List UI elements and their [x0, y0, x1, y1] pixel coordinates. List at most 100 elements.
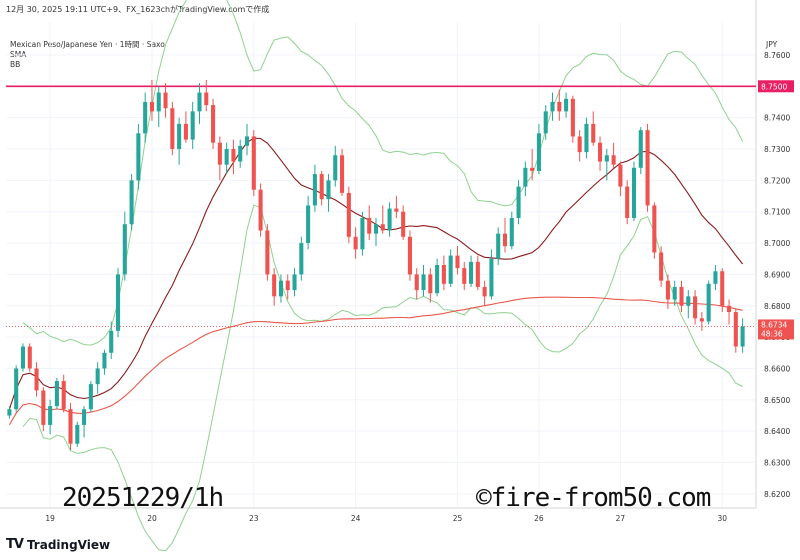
- candle-body: [604, 155, 609, 162]
- candle-body: [652, 205, 657, 253]
- candle-body: [285, 280, 290, 291]
- bb-lower-band: [22, 204, 743, 552]
- x-tick-label: 26: [534, 514, 544, 523]
- x-tick-label: 24: [351, 514, 361, 523]
- y-tick-label: 8.7100: [764, 208, 790, 217]
- candle-body: [591, 123, 596, 143]
- candle-body: [54, 381, 59, 407]
- candle-body: [136, 133, 141, 181]
- candle-body: [27, 346, 32, 369]
- candle-body: [109, 330, 114, 353]
- candle-body: [380, 224, 385, 231]
- tradingview-logo[interactable]: TV TradingView: [6, 537, 110, 552]
- candle-body: [353, 236, 358, 250]
- x-tick-label: 27: [616, 514, 626, 523]
- y-tick-label: 8.6800: [764, 302, 790, 311]
- candle-body: [475, 261, 480, 287]
- candle-body: [720, 271, 725, 306]
- candle-body: [441, 265, 446, 284]
- candle-body: [143, 101, 148, 134]
- x-tick-label: 25: [453, 514, 463, 523]
- candle-body: [543, 111, 548, 134]
- candle-body: [163, 92, 168, 109]
- candle-body: [502, 233, 508, 247]
- candle-body: [699, 318, 704, 322]
- candle-body: [530, 167, 535, 171]
- candle-body: [217, 142, 222, 165]
- candle-body: [557, 101, 562, 112]
- candle-body: [68, 409, 73, 444]
- y-tick-label: 8.6500: [764, 396, 790, 405]
- candle-body: [686, 296, 691, 306]
- candle-body: [251, 136, 256, 190]
- candle-body: [75, 424, 80, 444]
- candle-body: [238, 145, 243, 162]
- candle-body: [638, 130, 643, 168]
- candle-body: [14, 368, 19, 410]
- candle-body: [102, 352, 107, 369]
- candle-body: [584, 123, 589, 153]
- candle-body: [129, 180, 134, 225]
- candle-body: [401, 211, 406, 237]
- candle-body: [496, 233, 501, 259]
- candle-body: [177, 123, 182, 149]
- tradingview-icon: TV: [6, 537, 24, 552]
- candle-body: [733, 312, 738, 347]
- candle-body: [462, 268, 467, 284]
- last-price-bg: [758, 319, 794, 340]
- candle-body: [149, 101, 154, 112]
- candle-body: [550, 101, 555, 112]
- candle-body: [197, 92, 202, 112]
- candle-body: [536, 133, 541, 171]
- candle-body: [482, 286, 487, 297]
- candle-body: [7, 409, 12, 416]
- x-tick-label: 30: [717, 514, 727, 523]
- candle-body: [231, 148, 236, 162]
- candle-body: [41, 390, 46, 425]
- candle-body: [360, 217, 365, 250]
- candle-body: [726, 305, 732, 313]
- resistance-label: 8.7500: [761, 82, 787, 91]
- y-tick-label: 8.7600: [764, 51, 790, 60]
- resistance-label-bg: [758, 80, 794, 93]
- candle-body: [265, 230, 270, 275]
- candle-body: [672, 286, 677, 300]
- candle-body: [428, 274, 433, 294]
- x-tick-label: 20: [147, 514, 157, 523]
- candle-body: [319, 174, 324, 200]
- candle-body: [448, 255, 453, 284]
- candle-body: [523, 167, 528, 187]
- candle-body: [211, 105, 216, 143]
- y-tick-label: 8.6600: [764, 364, 790, 373]
- indicator-bb[interactable]: BB: [10, 60, 21, 69]
- countdown-label: 48:36: [761, 329, 783, 338]
- candle-body: [679, 286, 684, 306]
- y-tick-label: 8.6900: [764, 270, 790, 279]
- candle-body: [61, 381, 66, 410]
- candle-body: [516, 186, 521, 218]
- y-tick-label: 8.7200: [764, 176, 790, 185]
- candle-body: [95, 368, 100, 385]
- symbol-title[interactable]: Mexican Peso/Japanese Yen · 1時間 · Saxo: [10, 40, 165, 49]
- candle-body: [340, 155, 345, 193]
- currency-label: JPY: [766, 40, 778, 49]
- candle-body: [713, 271, 718, 284]
- y-tick-label: 8.7000: [764, 239, 790, 248]
- candle-body: [414, 274, 419, 291]
- candle-body: [306, 205, 311, 244]
- candle-body: [122, 224, 127, 275]
- y-tick-label: 8.6400: [764, 427, 790, 436]
- last-price-label: 8.6734: [761, 320, 787, 329]
- sma-line: [8, 296, 743, 426]
- candle-body: [82, 409, 87, 425]
- candle-body: [611, 155, 616, 165]
- candle-body: [489, 258, 494, 297]
- x-tick-label: 19: [45, 514, 55, 523]
- candle-body: [292, 274, 297, 291]
- candle-body: [394, 208, 399, 212]
- candle-body: [48, 406, 53, 425]
- candle-body: [469, 261, 474, 284]
- candle-body: [190, 111, 195, 140]
- candle-body: [20, 346, 26, 369]
